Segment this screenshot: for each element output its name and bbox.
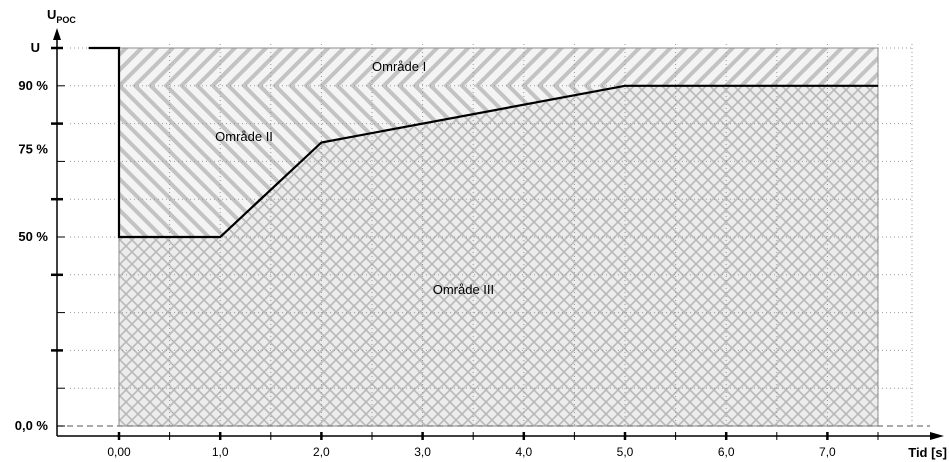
y-axis-title-sub: POC: [56, 15, 76, 25]
x-tick-label: 4,0: [515, 445, 532, 459]
region-2-area: [119, 85, 878, 237]
y-axis-arrow: [53, 28, 61, 40]
series-layer: [88, 46, 878, 239]
y-axis-title-main: U: [47, 7, 56, 22]
x-tick-label: 2,0: [313, 445, 330, 459]
labels-layer: 0,00 1,0 2,0 3,0 4,0 5,0 6,0 7,0 U 90 % 75 % 50 % 0,…: [15, 40, 836, 459]
voltage-curve: [88, 46, 878, 239]
x-tick-label: 6,0: [718, 445, 735, 459]
x-axis-arrow: [930, 432, 944, 440]
x-tick-label: 1,0: [212, 445, 229, 459]
y-tick-label: 75 %: [18, 142, 48, 157]
region-label-2: Område II: [215, 129, 273, 144]
x-tick-label: 3,0: [414, 445, 431, 459]
region-3-area: [119, 85, 878, 427]
x-tick-label: 5,0: [617, 445, 634, 459]
y-tick-label: 50 %: [18, 229, 48, 244]
y-tick-label: U: [31, 40, 40, 55]
y-axis-title: UPOC: [47, 7, 76, 25]
x-tick-label: 0,00: [107, 445, 131, 459]
x-tick-label: 7,0: [819, 445, 836, 459]
y-tick-label: 0,0 %: [15, 418, 49, 433]
region-label-1: Område I: [372, 59, 426, 74]
region-label-3: Område III: [433, 282, 494, 297]
y-tick-label: 90 %: [18, 78, 48, 93]
axes-layer: [51, 28, 944, 440]
x-axis-title: Tid [s]: [908, 445, 947, 460]
region-1-area: [119, 48, 878, 86]
